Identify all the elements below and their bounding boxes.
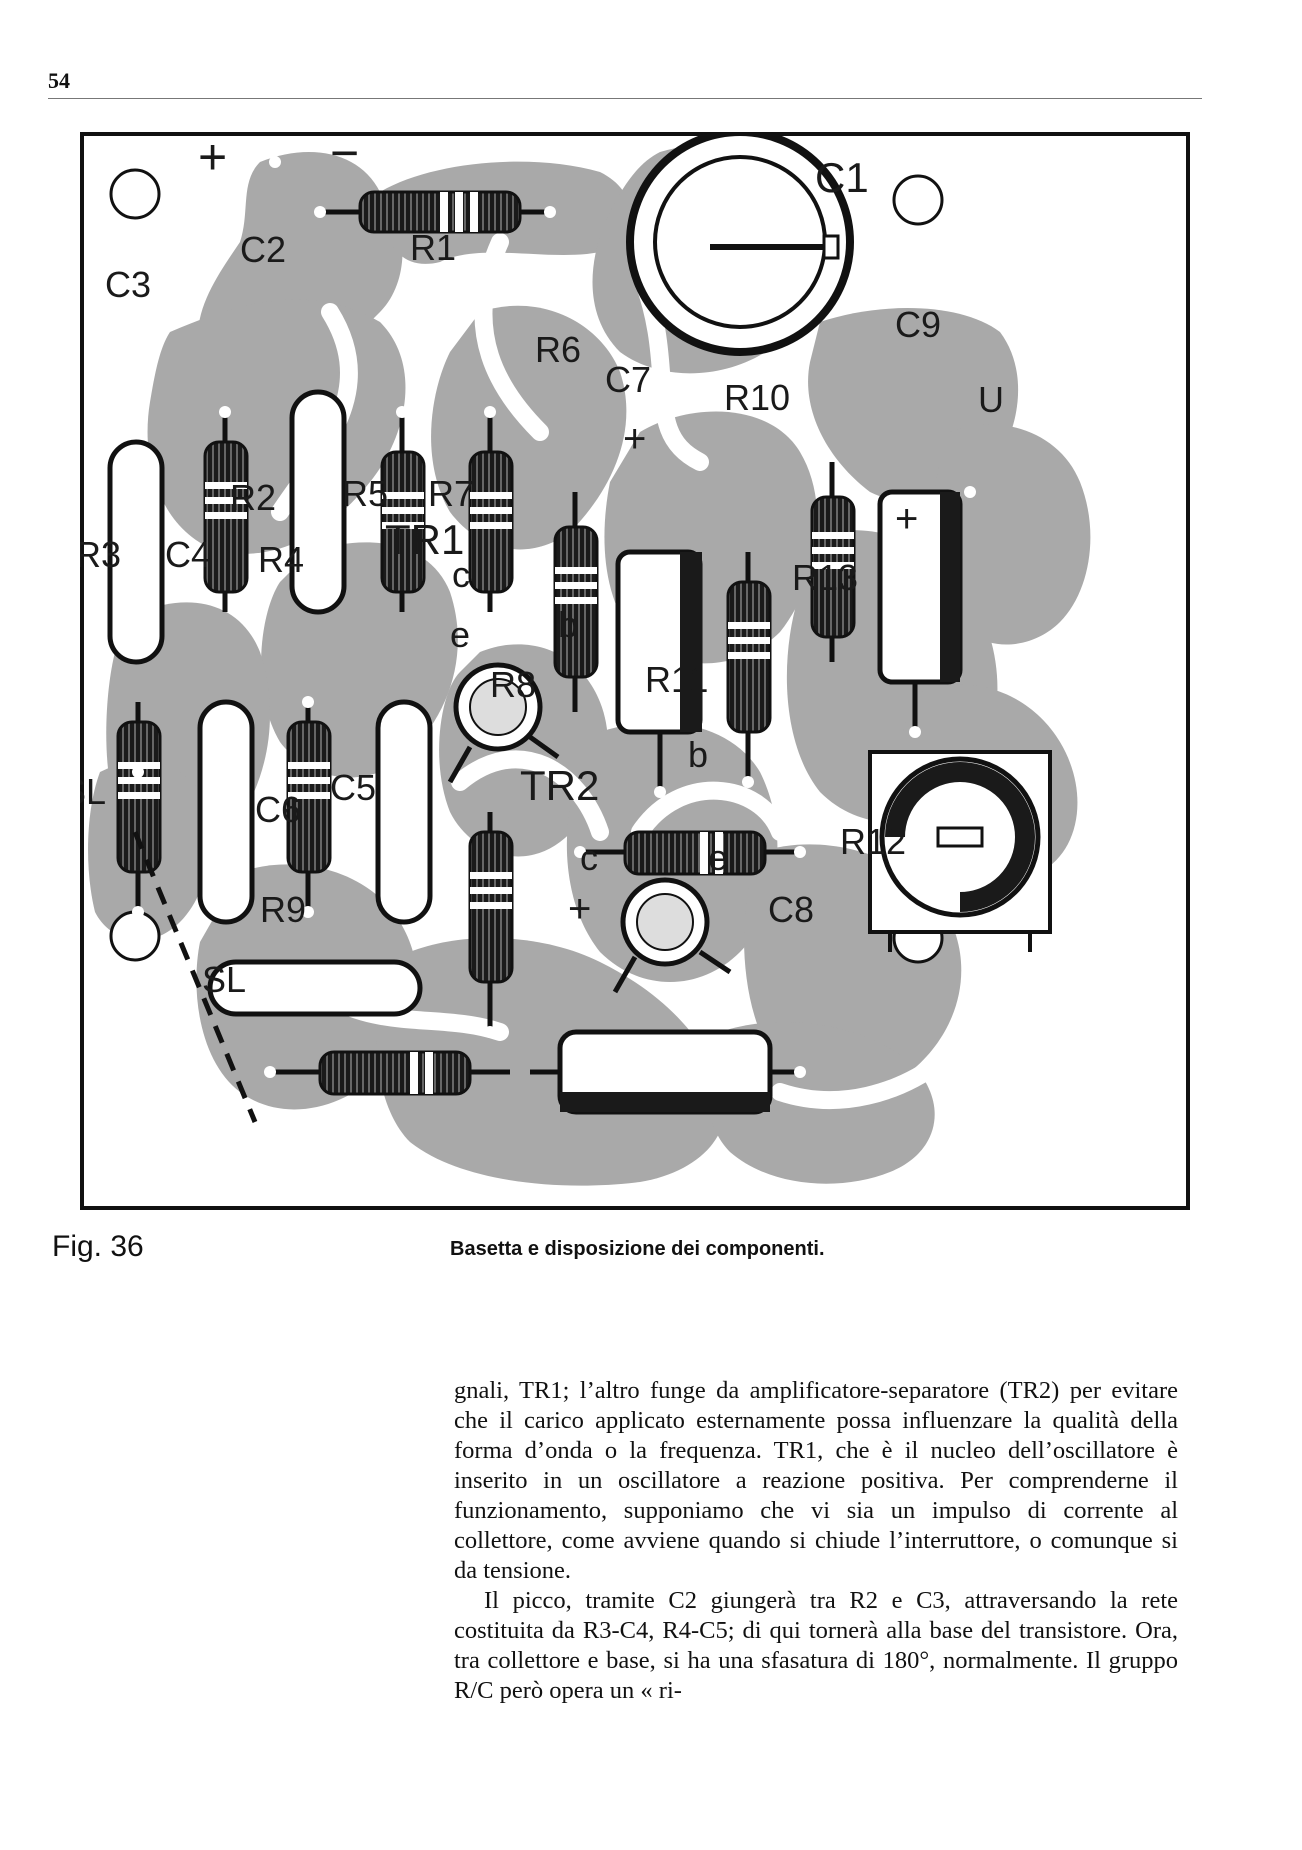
mounting-holes (109, 168, 944, 964)
resistor-r11 (580, 830, 800, 876)
paragraph-2: Il picco, tramite C2 giungerà tra R2 e C… (454, 1587, 1178, 1704)
label-tr2-b: b (688, 734, 708, 775)
label-r13: R13 (792, 557, 858, 598)
label-r7: R7 (428, 473, 474, 514)
transistor-tr1 (447, 662, 560, 784)
label-tr1: TR1 (385, 516, 464, 563)
tubular-capacitors (107, 389, 433, 1017)
label-c9: C9 (895, 304, 941, 345)
solder-pads (132, 156, 976, 1148)
label-plus: + (198, 132, 227, 185)
figure-caption: Basetta e disposizione dei componenti. (450, 1238, 825, 1260)
pcb-layout-drawing: + − R1 C1 C2 C3 C9 U R6 C7 R10 R2 R5 R7 … (80, 132, 1190, 1210)
vertical-resistors (116, 412, 856, 1032)
capacitor-c7 (615, 549, 703, 792)
label-c1: C1 (815, 154, 869, 201)
sl-dashed-wire (132, 831, 258, 1123)
capacitor-c5 (375, 699, 433, 925)
label-r1: R1 (410, 227, 456, 268)
label-c7: C7 (605, 359, 651, 400)
label-tr1-b: b (558, 604, 578, 645)
capacitor-c4 (197, 699, 255, 925)
body-text: gnali, TR1; l’altro funge da amplificato… (454, 1376, 1178, 1706)
label-tr1-e: e (450, 614, 470, 655)
mounting-hole-top-left (109, 168, 161, 220)
label-tr1-c: c (452, 554, 470, 595)
capacitor-c2 (289, 389, 347, 615)
label-r2: R2 (230, 477, 276, 518)
header-rule (48, 98, 1202, 99)
figure-label: Fig. 36 (52, 1230, 144, 1263)
page-number: 54 (48, 68, 70, 93)
label-c3: C3 (105, 264, 151, 305)
label-u: U (978, 379, 1004, 420)
label-c8-plus: + (568, 887, 591, 931)
label-c8: C8 (768, 889, 814, 930)
capacitor-c8 (530, 1029, 800, 1115)
label-r3: R3 (80, 534, 121, 575)
label-r11: R11 (645, 659, 708, 700)
capacitor-c6 (207, 959, 423, 1017)
mounting-hole-bottom-left (109, 910, 161, 962)
label-r10: R10 (724, 377, 790, 418)
label-r4: R4 (258, 539, 304, 580)
label-r6: R6 (535, 329, 581, 370)
label-c2: C2 (240, 229, 286, 270)
pcb-labels: + − R1 C1 C2 C3 C9 U R6 C7 R10 R2 R5 R7 … (80, 132, 1004, 1000)
label-sl-top: SL (80, 771, 106, 812)
label-tr2-e: e (708, 837, 728, 878)
label-minus: − (330, 132, 359, 181)
transistor-tr2 (612, 877, 732, 994)
label-r12: R12 (840, 821, 906, 862)
label-r8: R8 (490, 664, 536, 705)
label-tr2-c: c (580, 837, 598, 878)
resistor-r1 (320, 190, 550, 234)
label-c6: C6 (255, 789, 301, 830)
capacitor-c1 (626, 132, 854, 356)
label-r5: R5 (342, 473, 388, 514)
resistor-r9 (270, 1050, 510, 1096)
label-c4: C4 (165, 534, 211, 575)
label-c5: C5 (330, 767, 376, 808)
capacitor-c9 (877, 489, 963, 732)
label-sl-bottom: SL (202, 959, 246, 1000)
label-r9: R9 (260, 889, 306, 930)
label-tr2: TR2 (520, 762, 599, 809)
mounting-hole-top-right (892, 174, 944, 226)
capacitor-c3 (107, 439, 165, 665)
label-c9-plus: + (895, 497, 918, 541)
pcb-figure: + − R1 C1 C2 C3 C9 U R6 C7 R10 R2 R5 R7 … (80, 132, 1190, 1210)
paragraph-1: gnali, TR1; l’altro funge da amplificato… (454, 1377, 1178, 1584)
label-c7-plus: + (623, 417, 646, 461)
trimmer-r12 (868, 750, 1052, 952)
